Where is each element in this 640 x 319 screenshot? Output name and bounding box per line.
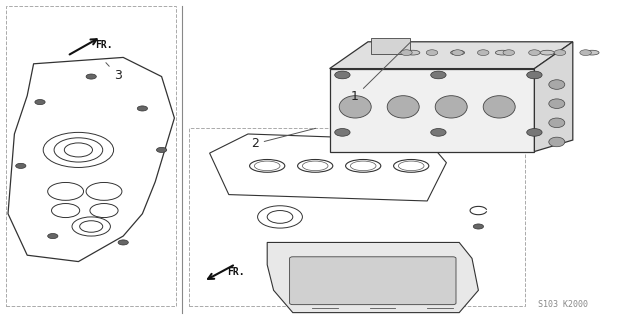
Text: FR.: FR.	[95, 41, 113, 50]
Polygon shape	[330, 69, 534, 152]
Ellipse shape	[435, 96, 467, 118]
Circle shape	[35, 100, 45, 105]
Circle shape	[431, 71, 446, 79]
Ellipse shape	[540, 50, 554, 55]
Ellipse shape	[339, 96, 371, 118]
Ellipse shape	[483, 96, 515, 118]
Ellipse shape	[495, 50, 509, 55]
Text: FR.: FR.	[227, 267, 245, 277]
Circle shape	[16, 163, 26, 168]
Circle shape	[529, 50, 540, 56]
Circle shape	[426, 50, 438, 56]
Circle shape	[138, 106, 148, 111]
Circle shape	[118, 240, 128, 245]
Ellipse shape	[387, 96, 419, 118]
Ellipse shape	[548, 118, 564, 128]
FancyBboxPatch shape	[290, 257, 456, 305]
Ellipse shape	[548, 137, 564, 147]
Circle shape	[527, 71, 542, 79]
Polygon shape	[268, 242, 479, 313]
Circle shape	[554, 50, 566, 56]
Ellipse shape	[585, 50, 599, 55]
Circle shape	[580, 50, 591, 56]
Text: 3: 3	[106, 63, 122, 82]
Bar	[189, 128, 525, 306]
Ellipse shape	[406, 50, 420, 55]
Ellipse shape	[548, 80, 564, 89]
Text: 2: 2	[251, 128, 316, 150]
Circle shape	[156, 147, 167, 152]
Text: 1: 1	[351, 42, 411, 103]
Circle shape	[335, 129, 350, 136]
Bar	[371, 38, 410, 54]
Ellipse shape	[451, 50, 465, 55]
Circle shape	[86, 74, 97, 79]
Circle shape	[401, 50, 412, 56]
Bar	[6, 6, 176, 306]
Circle shape	[527, 129, 542, 136]
Circle shape	[477, 50, 489, 56]
Circle shape	[48, 234, 58, 239]
Circle shape	[431, 129, 446, 136]
Text: S103 K2000: S103 K2000	[538, 300, 588, 309]
Circle shape	[503, 50, 515, 56]
Circle shape	[335, 71, 350, 79]
Polygon shape	[534, 42, 573, 152]
Polygon shape	[330, 42, 573, 69]
Ellipse shape	[548, 99, 564, 108]
Circle shape	[452, 50, 463, 56]
Circle shape	[474, 224, 484, 229]
